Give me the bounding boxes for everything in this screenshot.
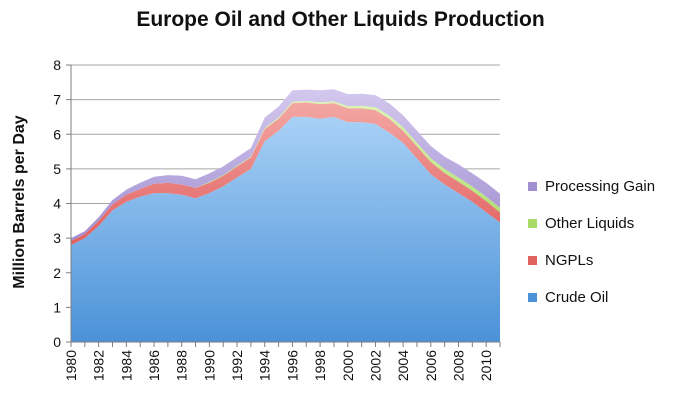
legend-item-other-liquids: Other Liquids [528,205,655,242]
area-crude-oil [71,116,500,343]
x-tick-label: 1996 [284,350,300,381]
x-tick-label: 1998 [312,350,328,381]
x-tick-label: 1992 [229,350,245,381]
legend-item-processing-gain: Processing Gain [528,168,655,205]
legend-swatch-ngpls [528,256,537,265]
x-tick-label: 1982 [91,350,107,381]
area-series [71,89,500,343]
x-tick-labels: 1980 1982 1984 1986 1988 1990 1992 1994 1996 1998… [63,350,494,381]
x-tick-label: 2002 [367,350,383,381]
x-tick-label: 2010 [478,350,494,381]
y-tick-label: 2 [53,265,61,281]
legend-swatch-processing-gain [528,182,537,191]
x-tick-label: 2008 [450,350,466,381]
x-tick-label: 1988 [174,350,190,381]
y-tick-label: 5 [53,161,61,177]
x-tick-label: 1986 [146,350,162,381]
y-tick-label: 1 [53,299,61,315]
y-tick-label: 7 [53,92,61,108]
legend-label-crude-oil: Crude Oil [545,289,609,306]
legend-item-ngpls: NGPLs [528,242,655,279]
y-tick-label: 3 [53,230,61,246]
y-tick-label: 6 [53,126,61,142]
legend-item-crude-oil: Crude Oil [528,279,655,316]
y-tick-labels: 0 1 2 3 4 5 6 7 8 [53,57,61,350]
legend-swatch-crude-oil [528,293,537,302]
legend-label-other-liquids: Other Liquids [545,215,635,232]
y-tick-label: 4 [53,196,61,212]
chart-title: Europe Oil and Other Liquids Production [136,8,545,31]
axes [66,64,501,347]
x-tick-label: 1980 [63,350,79,381]
x-tick-label: 1984 [118,350,134,381]
x-tick-label: 1990 [201,350,217,381]
x-tick-label: 2000 [340,350,356,381]
legend: Processing Gain Other Liquids NGPLs Crud… [528,168,655,316]
x-tick-label: 1994 [257,350,273,381]
legend-label-ngpls: NGPLs [545,252,594,269]
x-tick-label: 2006 [423,350,439,381]
legend-label-processing-gain: Processing Gain [545,178,656,195]
y-tick-label: 0 [53,334,61,350]
legend-swatch-other-liquids [528,219,537,228]
y-tick-label: 8 [53,57,61,73]
x-tick-label: 2004 [395,350,411,381]
